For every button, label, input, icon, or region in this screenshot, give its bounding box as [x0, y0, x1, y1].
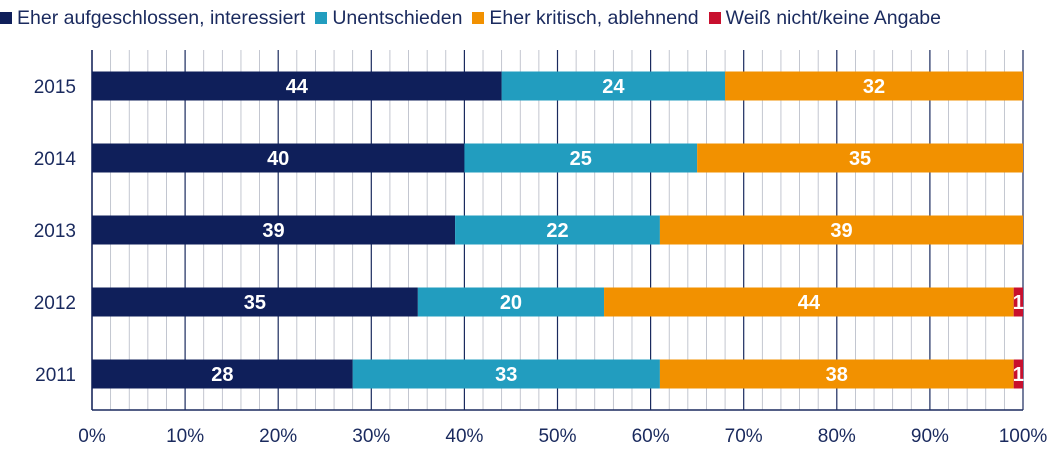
bar-segment [455, 215, 660, 245]
legend-label: Eher kritisch, ablehnend [489, 6, 699, 29]
bar-segment [92, 143, 465, 173]
legend-item: Weiß nicht/keine Angabe [708, 6, 941, 30]
x-tick-label: 70% [725, 426, 763, 447]
bar-segment [92, 71, 502, 101]
x-tick-label: 40% [445, 426, 483, 447]
legend-swatch [472, 12, 485, 24]
legend-swatch [315, 12, 328, 24]
data-label: 35 [849, 148, 871, 170]
x-tick-label: 10% [166, 426, 204, 447]
category-label: 2015 [34, 77, 76, 98]
bar-segment [604, 287, 1014, 317]
x-tick-label: 100% [999, 426, 1048, 447]
legend-label: Eher aufgeschlossen, interessiert [17, 6, 306, 29]
x-tick-label: 60% [632, 426, 670, 447]
category-label: 2011 [35, 365, 76, 386]
category-label: 2014 [34, 149, 77, 170]
data-label: 39 [830, 220, 852, 242]
x-tick-label: 20% [259, 426, 297, 447]
bar-segment [352, 359, 660, 389]
x-tick-label: 0% [78, 426, 106, 447]
bar-segment [92, 359, 353, 389]
data-label: 39 [262, 220, 284, 242]
data-label: 38 [826, 364, 848, 386]
x-tick-label: 30% [352, 426, 390, 447]
legend-item: Eher kritisch, ablehnend [472, 6, 699, 30]
bar-segment [725, 71, 1023, 101]
data-label: 35 [244, 292, 266, 314]
x-tick-label: 50% [538, 426, 576, 447]
data-label: 20 [500, 292, 522, 314]
data-label: 32 [863, 76, 885, 98]
legend: Eher aufgeschlossen, interessiert Unentsc… [0, 4, 1063, 32]
data-label: 40 [267, 148, 289, 170]
data-label: 1 [1013, 292, 1024, 314]
category-label: 2013 [34, 221, 76, 242]
bar-segment [501, 71, 726, 101]
data-label: 24 [602, 76, 625, 98]
bar-segment [1013, 359, 1023, 389]
bar-segment [697, 143, 1023, 173]
bar-segment [1013, 287, 1023, 317]
x-tick-label: 90% [911, 426, 949, 447]
data-label: 25 [570, 148, 592, 170]
legend-swatch [708, 12, 721, 24]
data-label: 22 [546, 220, 568, 242]
bar-segment [659, 215, 1023, 245]
bar-segment [92, 215, 456, 245]
bar-segment [417, 287, 605, 317]
x-tick-label: 80% [818, 426, 856, 447]
data-label: 44 [798, 292, 821, 314]
bar-segment [464, 143, 698, 173]
data-label: 1 [1013, 364, 1024, 386]
legend-swatch [0, 12, 12, 24]
legend-item: Eher aufgeschlossen, interessiert [0, 7, 305, 30]
data-label: 44 [286, 76, 309, 98]
bar-segment [92, 287, 418, 317]
bar-segment [659, 359, 1014, 389]
legend-label: Weiß nicht/keine Angabe [725, 6, 941, 29]
legend-item: Unentschieden [315, 7, 462, 30]
legend-label: Unentschieden [332, 6, 463, 29]
category-label: 2012 [34, 293, 76, 314]
data-label: 33 [495, 364, 517, 386]
data-label: 28 [211, 364, 233, 386]
